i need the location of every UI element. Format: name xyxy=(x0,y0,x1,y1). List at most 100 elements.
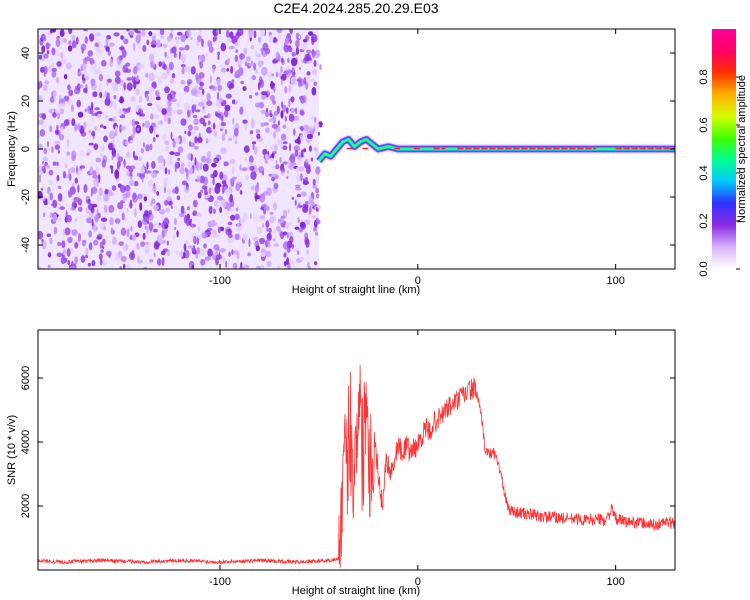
snr-point xyxy=(449,406,450,407)
noise-speckle xyxy=(180,118,187,126)
noise-speckle xyxy=(112,153,117,158)
noise-speckle xyxy=(128,168,134,173)
noise-speckle xyxy=(284,115,288,122)
noise-speckle xyxy=(264,153,269,161)
noise-speckle xyxy=(207,39,213,48)
noise-speckle xyxy=(191,264,195,269)
noise-speckle xyxy=(240,80,245,85)
noise-speckle xyxy=(255,265,261,269)
noise-speckle xyxy=(229,193,233,203)
noise-speckle xyxy=(305,200,309,205)
noise-speckle xyxy=(59,29,65,37)
noise-speckle xyxy=(251,136,254,142)
noise-speckle xyxy=(286,175,289,180)
noise-speckle xyxy=(205,231,212,236)
noise-speckle xyxy=(166,100,172,105)
noise-speckle xyxy=(313,227,317,232)
noise-speckle xyxy=(115,125,118,131)
noise-speckle xyxy=(164,86,170,94)
noise-speckle xyxy=(220,67,227,73)
noise-speckle xyxy=(248,238,251,248)
noise-speckle xyxy=(151,160,156,169)
noise-speckle xyxy=(99,91,103,99)
noise-speckle xyxy=(64,162,68,168)
noise-speckle xyxy=(47,147,52,151)
noise-speckle xyxy=(120,35,124,40)
noise-speckle xyxy=(57,241,62,247)
noise-speckle xyxy=(169,78,175,84)
noise-speckle xyxy=(313,147,318,152)
noise-speckle xyxy=(74,177,79,184)
noise-speckle xyxy=(47,32,51,37)
noise-speckle xyxy=(82,88,88,93)
noise-speckle xyxy=(298,35,301,39)
noise-speckle xyxy=(61,240,66,249)
noise-speckle xyxy=(161,72,168,80)
noise-speckle xyxy=(81,47,84,54)
noise-speckle xyxy=(284,37,290,46)
noise-speckle xyxy=(282,241,289,250)
noise-speckle xyxy=(174,137,181,144)
noise-speckle xyxy=(164,177,169,186)
noise-speckle xyxy=(176,31,183,36)
noise-speckle xyxy=(276,139,283,144)
noise-speckle xyxy=(136,242,140,251)
noise-speckle xyxy=(119,265,122,269)
noise-speckle xyxy=(161,230,165,239)
snr-point xyxy=(485,448,486,449)
noise-speckle xyxy=(148,222,154,231)
noise-speckle xyxy=(104,97,111,106)
noise-speckle xyxy=(307,127,313,133)
noise-speckle xyxy=(87,198,91,204)
colorbar: 0.0 0.2 0.4 0.6 0.8 Normalized spectral ampl… xyxy=(698,29,748,277)
noise-speckle xyxy=(266,261,272,267)
noise-speckle xyxy=(57,185,62,190)
noise-speckle xyxy=(95,166,99,175)
noise-speckle xyxy=(242,119,248,124)
noise-speckle xyxy=(235,207,239,211)
noise-speckle xyxy=(127,176,134,181)
noise-speckle xyxy=(229,159,236,165)
noise-speckle xyxy=(155,90,160,97)
noise-speckle xyxy=(224,104,231,112)
noise-speckle xyxy=(160,250,166,256)
noise-speckle xyxy=(272,99,276,105)
noise-speckle xyxy=(315,188,320,194)
noise-speckle xyxy=(173,217,177,226)
noise-speckle xyxy=(188,124,193,131)
noise-speckle xyxy=(137,193,141,199)
noise-speckle xyxy=(273,229,277,234)
colorbar-gradient xyxy=(712,29,736,269)
noise-speckle xyxy=(281,57,284,63)
noise-speckle xyxy=(174,151,181,157)
noise-speckle xyxy=(131,118,136,127)
noise-speckle xyxy=(273,182,279,190)
noise-speckle xyxy=(174,186,179,195)
noise-speckle xyxy=(100,146,104,152)
noise-speckle xyxy=(184,91,187,95)
spectrogram-ytick-label: 0 xyxy=(20,146,32,152)
noise-speckle xyxy=(180,80,186,85)
noise-speckle xyxy=(291,67,295,76)
snr-point xyxy=(299,561,300,562)
noise-speckle xyxy=(300,134,304,143)
noise-speckle xyxy=(139,172,146,180)
noise-speckle xyxy=(297,217,300,224)
noise-speckle xyxy=(114,129,118,137)
noise-speckle xyxy=(261,91,268,96)
snr-point xyxy=(615,518,616,519)
noise-speckle xyxy=(108,254,111,259)
noise-speckle xyxy=(229,178,236,183)
noise-speckle xyxy=(42,156,48,162)
noise-speckle xyxy=(64,227,71,236)
noise-speckle xyxy=(193,119,199,124)
noise-speckle xyxy=(93,143,99,151)
noise-speckle xyxy=(49,96,55,103)
noise-speckle xyxy=(310,157,314,162)
noise-speckle xyxy=(211,186,214,191)
noise-speckle xyxy=(43,147,48,155)
noise-speckle xyxy=(201,185,208,190)
noise-speckle xyxy=(316,174,320,184)
noise-speckle xyxy=(276,71,278,78)
noise-speckle xyxy=(137,255,140,262)
